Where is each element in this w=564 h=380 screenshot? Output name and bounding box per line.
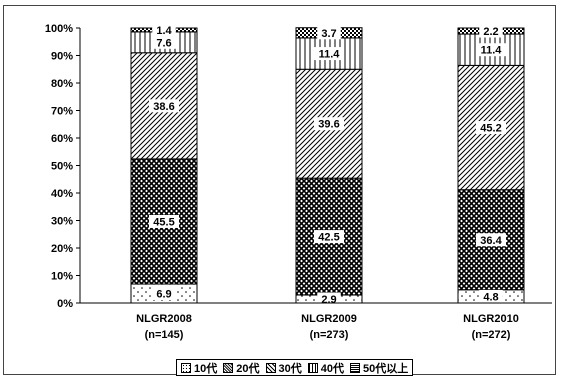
value-label-bg bbox=[152, 23, 176, 37]
legend: 10代 20代 30代 40代 50代以上 bbox=[176, 359, 414, 376]
value-label: 45.2 bbox=[480, 123, 501, 135]
value-label: 11.4 bbox=[319, 49, 341, 61]
x-category-sublabel: (n=145) bbox=[145, 329, 184, 341]
legend-label: 10代 bbox=[194, 362, 218, 375]
x-category-label: NLGR2009 bbox=[301, 313, 357, 325]
value-label: 4.8 bbox=[483, 291, 498, 303]
value-label-bg bbox=[149, 99, 179, 113]
value-label-bg bbox=[317, 26, 341, 40]
y-tick-label: 30% bbox=[51, 216, 73, 228]
y-axis: 0% 10% 20% 30% 40% 50% 60% 70% 80% 90% 100% bbox=[45, 23, 81, 310]
legend-swatch bbox=[181, 362, 191, 373]
value-label-bg bbox=[314, 47, 344, 61]
value-label-bg bbox=[152, 35, 176, 49]
legend-swatch bbox=[223, 362, 234, 373]
value-label: 36.4 bbox=[480, 235, 502, 247]
x-category-label: NLGR2008 bbox=[136, 313, 192, 325]
legend-label: 50代以上 bbox=[363, 362, 409, 375]
value-label-bg bbox=[314, 230, 344, 244]
legend-label: 20代 bbox=[236, 362, 260, 375]
value-label: 2.9 bbox=[321, 294, 336, 306]
bars bbox=[130, 27, 525, 304]
y-tick-label: 40% bbox=[51, 188, 73, 200]
value-label: 3.7 bbox=[321, 28, 336, 40]
x-category-label: NLGR2010 bbox=[463, 313, 519, 325]
value-label: 42.5 bbox=[318, 232, 339, 244]
y-tick-label: 20% bbox=[51, 243, 73, 255]
value-label: 11.4 bbox=[481, 45, 503, 57]
value-label: 2.2 bbox=[483, 26, 498, 38]
value-label-bg bbox=[479, 289, 503, 303]
value-label-bg bbox=[149, 214, 179, 228]
y-tick-label: 60% bbox=[51, 133, 73, 145]
value-label: 39.6 bbox=[318, 119, 339, 131]
value-label: 38.6 bbox=[153, 101, 174, 113]
y-tick-label: 10% bbox=[51, 271, 73, 283]
value-label-bg bbox=[314, 117, 344, 131]
legend-item-30s: 30代 bbox=[265, 360, 302, 376]
value-label-bg bbox=[152, 287, 176, 301]
legend-item-10s: 10代 bbox=[181, 360, 217, 376]
value-label-bg bbox=[476, 121, 506, 135]
x-category-sublabel: (n=273) bbox=[310, 329, 349, 341]
value-label-bg bbox=[476, 43, 506, 57]
legend-item-40s: 40代 bbox=[307, 360, 344, 376]
value-label-bg bbox=[317, 292, 341, 306]
legend-item-50s-plus: 50代以上 bbox=[350, 360, 408, 376]
legend-swatch bbox=[265, 362, 276, 373]
stacked-bar-chart: 0% 10% 20% 30% 40% 50% 60% 70% 80% 90% 100% 6.9 45.… bbox=[45, 23, 552, 341]
y-tick-label: 80% bbox=[51, 78, 73, 90]
y-tick-label: 0% bbox=[57, 298, 73, 310]
y-tick-label: 90% bbox=[51, 51, 73, 63]
value-label: 6.9 bbox=[156, 289, 171, 301]
y-tick-label: 100% bbox=[45, 23, 73, 35]
value-labels: 6.9 45.5 38.6 7.61.4 2.9 42.5 39.6 11.4 3.7 4.8 36… bbox=[149, 23, 506, 306]
legend-swatch bbox=[350, 362, 360, 373]
chart-frame: 0% 10% 20% 30% 40% 50% 60% 70% 80% 90% 100% 6.9 45.… bbox=[3, 5, 556, 375]
y-tick-label: 50% bbox=[51, 161, 73, 173]
legend-label: 40代 bbox=[320, 362, 344, 375]
y-tick-label: 70% bbox=[51, 106, 73, 118]
value-label: 45.5 bbox=[153, 216, 174, 228]
legend-swatch bbox=[307, 362, 318, 373]
x-category-sublabel: (n=272) bbox=[472, 329, 511, 341]
value-label: 1.4 bbox=[156, 25, 172, 37]
value-label-bg bbox=[479, 24, 503, 38]
value-label-bg bbox=[476, 233, 506, 247]
legend-item-20s: 20代 bbox=[223, 360, 260, 376]
x-axis: NLGR2008 (n=145) NLGR2009 (n=273) NLGR2010 (n… bbox=[80, 302, 552, 341]
value-label: 7.6 bbox=[156, 37, 171, 49]
legend-label: 30代 bbox=[278, 362, 302, 375]
